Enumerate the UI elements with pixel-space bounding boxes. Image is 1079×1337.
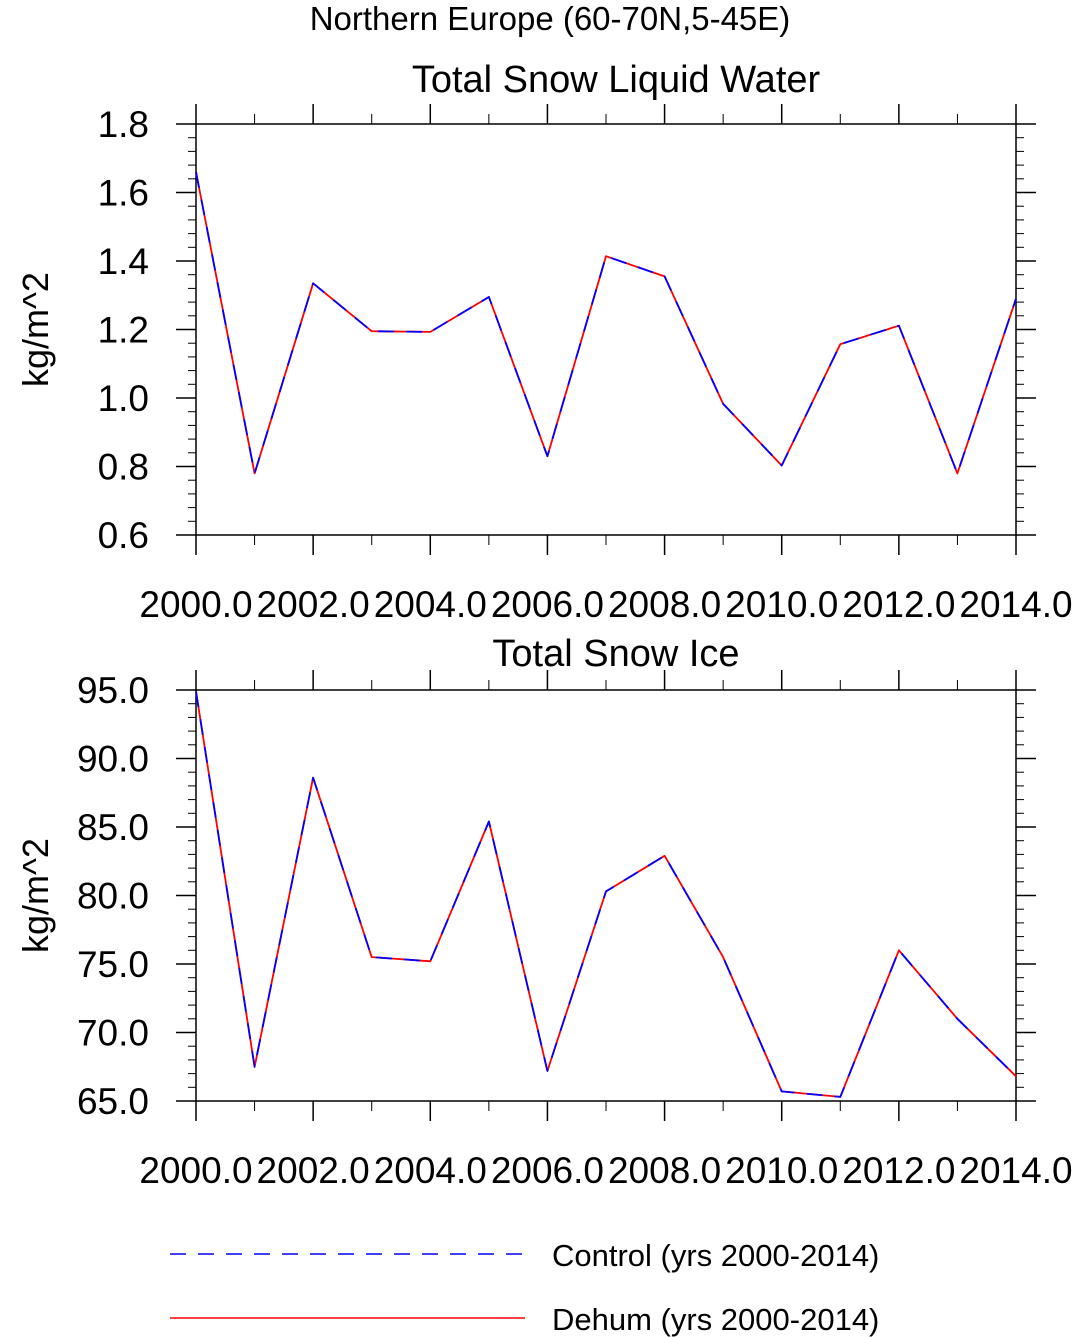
x-tick-label: 2000.0 — [139, 584, 252, 625]
series-line-control — [195, 171, 1017, 475]
legend-label-dehum: Dehum (yrs 2000-2014) — [552, 1302, 879, 1337]
x-tick-label: 2006.0 — [491, 584, 604, 625]
x-tick-label: 2002.0 — [257, 1150, 370, 1191]
x-tick-label: 2010.0 — [725, 584, 838, 625]
series-line-dehum — [195, 171, 1017, 475]
y-tick-label: 1.0 — [98, 378, 149, 419]
y-tick-label: 65.0 — [77, 1081, 149, 1122]
x-tick-label: 2014.0 — [959, 1150, 1072, 1191]
y-tick-label: 1.2 — [98, 310, 149, 351]
y-tick-label: 0.8 — [98, 447, 149, 488]
y-tick-label: 80.0 — [77, 876, 149, 917]
series-line-control — [195, 691, 1017, 1098]
y-tick-label: 1.8 — [98, 104, 149, 145]
y-tick-label: 85.0 — [77, 807, 149, 848]
y-tick-label: 1.6 — [98, 173, 149, 214]
x-tick-label: 2014.0 — [959, 584, 1072, 625]
legend: Control (yrs 2000-2014) Dehum (yrs 2000-… — [170, 1238, 879, 1337]
x-tick-label: 2010.0 — [725, 1150, 838, 1191]
x-tick-label: 2008.0 — [608, 1150, 721, 1191]
x-tick-label: 2004.0 — [374, 584, 487, 625]
chart-title: Total Snow Ice — [492, 633, 739, 675]
y-tick-label: 70.0 — [77, 1013, 149, 1054]
x-tick-label: 2000.0 — [139, 1150, 252, 1191]
y-tick-label: 1.4 — [98, 241, 149, 282]
y-tick-label: 95.0 — [77, 670, 149, 711]
y-tick-label: 75.0 — [77, 944, 149, 985]
y-tick-label: 90.0 — [77, 739, 149, 780]
plot-frame — [195, 689, 1017, 1102]
x-tick-label: 2012.0 — [842, 584, 955, 625]
figure-suptitle: Northern Europe (60-70N,5-45E) — [310, 0, 791, 37]
y-axis-label: kg/m^2 — [15, 838, 56, 953]
chart-title: Total Snow Liquid Water — [412, 59, 821, 101]
y-tick-label: 0.6 — [98, 515, 149, 556]
x-tick-label: 2012.0 — [842, 1150, 955, 1191]
x-tick-label: 2006.0 — [491, 1150, 604, 1191]
legend-label-control: Control (yrs 2000-2014) — [552, 1238, 879, 1273]
x-tick-label: 2008.0 — [608, 584, 721, 625]
x-tick-label: 2002.0 — [257, 584, 370, 625]
plot-frame — [195, 123, 1017, 536]
y-axis-label: kg/m^2 — [15, 272, 56, 387]
chart-panel-snow-ice: Total Snow Ice kg/m^2 65.0 70.0 75.0 80.0 85.0… — [15, 633, 1073, 1191]
x-tick-label: 2004.0 — [374, 1150, 487, 1191]
chart-panel-snow-liquid-water: Total Snow Liquid Water kg/m^2 0.6 0.8 1.0 1.… — [15, 59, 1073, 625]
